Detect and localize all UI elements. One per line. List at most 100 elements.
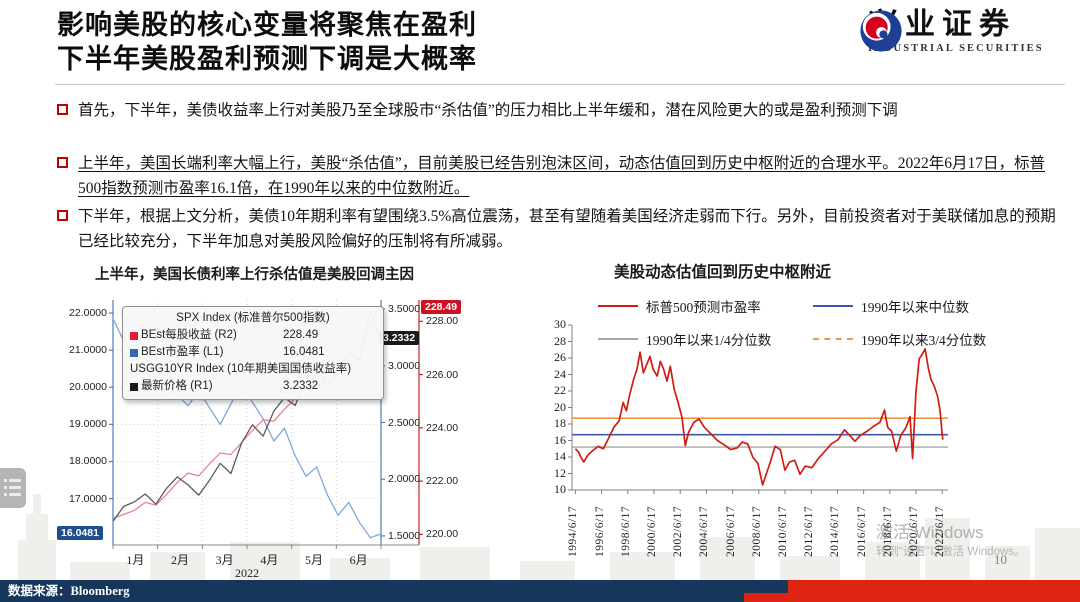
company-logo: 兴业证券 INDUSTRIAL SECURITIES <box>858 8 1044 54</box>
legend-line-swatch-icon <box>813 338 853 340</box>
y-axis-tick-label: 14 <box>554 449 566 463</box>
footer-bar: 数据来源：Bloomberg <box>0 580 1080 602</box>
x-axis-date-label: 2014/6/17 <box>829 505 842 557</box>
bullet-text-1: 首先，下半年，美债收益率上行对美股乃至全球股市“杀估值”的压力相比上半年缓和，潜… <box>78 102 898 119</box>
axis-tick-label: 22.0000 <box>69 306 107 319</box>
legend-label: 1990年以来3/4分位数 <box>861 333 987 348</box>
right-chart-legend: 标普500预测市盈率 1990年以来中位数 1990年以来1/4分位数 1990年以来… <box>598 296 986 349</box>
x-axis-month-label: 2月 <box>170 553 189 567</box>
legend-label: 1990年以来1/4分位数 <box>646 333 772 348</box>
x-axis-date-label: 2012/6/17 <box>803 505 816 557</box>
tooltip-row-pe: BEst市盈率 (L1) 16.0481 <box>130 344 376 361</box>
axis-tick-label: 21.0000 <box>69 344 107 357</box>
x-axis-month-label: 1月 <box>126 553 145 567</box>
x-axis-date-label: 2006/6/17 <box>724 505 737 557</box>
red-swatch-icon <box>130 331 138 340</box>
y-axis-tick-label: 28 <box>554 333 566 348</box>
bullet-text-3: 下半年，根据上文分析，美债10年期利率有望围绕3.5%高位震荡，甚至有望随着美国… <box>78 208 1056 250</box>
axis-tick-label: 3.5000 <box>388 303 421 316</box>
legend-item: 1990年以来中位数 <box>813 296 986 316</box>
x-axis-date-label: 2008/6/17 <box>750 505 763 557</box>
axis-value-badge: 16.0481 <box>57 525 103 540</box>
axis-tick-label: 226.00 <box>426 368 459 381</box>
x-axis-date-label: 1994/6/17 <box>567 505 580 557</box>
y-axis-tick-label: 22 <box>554 383 566 397</box>
x-axis-year-label: 2022 <box>235 566 259 580</box>
axis-tick-label: 20.0000 <box>69 381 107 394</box>
logo-name-en: INDUSTRIAL SECURITIES <box>868 43 1044 54</box>
logo-swirl-icon <box>860 10 902 52</box>
legend-line-swatch-icon <box>598 305 638 307</box>
axis-tick-label: 19.0000 <box>69 418 107 431</box>
title-line-2: 下半年美股盈利预测下调是大概率 <box>57 44 477 74</box>
bullet-item-3: 下半年，根据上文分析，美债10年期利率有望围绕3.5%高位震荡，甚至有望随着美国… <box>57 204 1065 254</box>
left-chart-title: 上半年，美国长债利率上行杀估值是美股回调主因 <box>95 267 414 283</box>
legend-line-swatch-icon <box>813 305 853 307</box>
y-axis-tick-label: 20 <box>554 399 566 414</box>
bullet-item-1: 首先，下半年，美债收益率上行对美股乃至全球股市“杀估值”的压力相比上半年缓和，潜… <box>57 98 1065 123</box>
x-axis-date-label: 2022/6/17 <box>934 505 947 557</box>
y-axis-tick-label: 30 <box>554 317 566 331</box>
x-axis-date-label: 2020/6/17 <box>908 505 921 557</box>
bullet-text-2: 上半年，美国长端利率大幅上行，美股“杀估值”，目前美股已经告别泡沫区间，动态估值… <box>78 155 1046 197</box>
tooltip-row-yield: 最新价格 (R1) 3.2332 <box>130 378 376 395</box>
tooltip-header-usgg: USGG10YR Index (10年期美国国债收益率) <box>130 363 352 375</box>
y-axis-tick-label: 18 <box>554 416 566 430</box>
right-chart-plot <box>568 324 948 494</box>
axis-tick-label: 224.00 <box>426 421 459 434</box>
axis-tick-label: 228.00 <box>426 315 459 328</box>
legend-label: 1990年以来中位数 <box>861 300 969 315</box>
bullet-square-icon <box>57 210 68 221</box>
axis-tick-label: 2.5000 <box>388 416 421 429</box>
x-axis-date-label: 2000/6/17 <box>646 505 658 557</box>
axis-tick-label: 17.0000 <box>69 492 107 505</box>
axis-tick-label: 220.00 <box>426 528 459 541</box>
tooltip-row-eps: BEst每股收益 (R2) 228.49 <box>130 327 376 344</box>
x-axis-date-label: 2002/6/17 <box>672 505 685 557</box>
axis-tick-label: 2.0000 <box>388 473 421 486</box>
blue-swatch-icon <box>130 348 138 357</box>
bullet-square-icon <box>57 157 68 168</box>
x-axis-month-label: 4月 <box>260 553 279 567</box>
y-axis-tick-label: 24 <box>554 366 566 381</box>
legend-label: 标普500预测市盈率 <box>646 300 761 315</box>
y-axis-tick-label: 10 <box>554 482 566 496</box>
header-divider <box>55 84 1065 85</box>
right-chart-title: 美股动态估值回到历史中枢附近 <box>614 264 832 281</box>
x-axis-date-label: 2016/6/17 <box>855 505 868 557</box>
x-axis-date-label: 2010/6/17 <box>777 505 790 557</box>
x-axis-date-label: 2018/6/17 <box>881 505 894 557</box>
legend-item: 标普500预测市盈率 <box>598 296 813 316</box>
bloomberg-tooltip: SPX Index (标准普尔500指数) BEst每股收益 (R2) 228.… <box>122 306 384 400</box>
slide-title: 影响美股的核心变量将聚焦在盈利 下半年美股盈利预测下调是大概率 <box>57 8 617 76</box>
windows-activation-watermark-sub: 转到“设置”以激活 Windows。 <box>876 546 1026 558</box>
y-axis-tick-label: 16 <box>554 432 566 447</box>
bullet-square-icon <box>57 104 68 115</box>
title-line-1: 影响美股的核心变量将聚焦在盈利 <box>57 10 477 40</box>
footer-red-accent <box>744 580 1080 602</box>
y-axis-tick-label: 12 <box>554 465 566 480</box>
side-panel-toggle-button[interactable] <box>0 468 26 508</box>
legend-line-swatch-icon <box>598 338 638 340</box>
legend-item: 1990年以来1/4分位数 <box>598 329 813 349</box>
x-axis-date-label: 1996/6/17 <box>593 505 606 557</box>
x-axis-date-label: 2004/6/17 <box>698 505 711 557</box>
bullet-item-2: 上半年，美国长端利率大幅上行，美股“杀估值”，目前美股已经告别泡沫区间，动态估值… <box>57 151 1065 201</box>
axis-tick-label: 222.00 <box>426 475 459 488</box>
y-axis-tick-label: 26 <box>554 350 566 364</box>
x-axis-month-label: 3月 <box>215 553 234 567</box>
tooltip-header-spx: SPX Index (标准普尔500指数) <box>176 312 330 324</box>
axis-value-badge: 3.2332 <box>379 331 420 346</box>
x-axis-date-label: 1998/6/17 <box>619 505 632 557</box>
windows-activation-watermark: 激活 Windows <box>876 523 984 542</box>
axis-tick-label: 18.0000 <box>69 455 107 468</box>
axis-value-badge: 228.49 <box>421 300 462 315</box>
axis-tick-label: 1.5000 <box>388 529 421 542</box>
black-swatch-icon <box>130 382 138 391</box>
x-axis-month-label: 5月 <box>304 553 323 567</box>
legend-item: 1990年以来3/4分位数 <box>813 329 986 349</box>
page-number: 10 <box>994 552 1007 567</box>
data-source: 数据来源：Bloomberg <box>0 580 788 602</box>
axis-tick-label: 3.0000 <box>388 359 421 372</box>
